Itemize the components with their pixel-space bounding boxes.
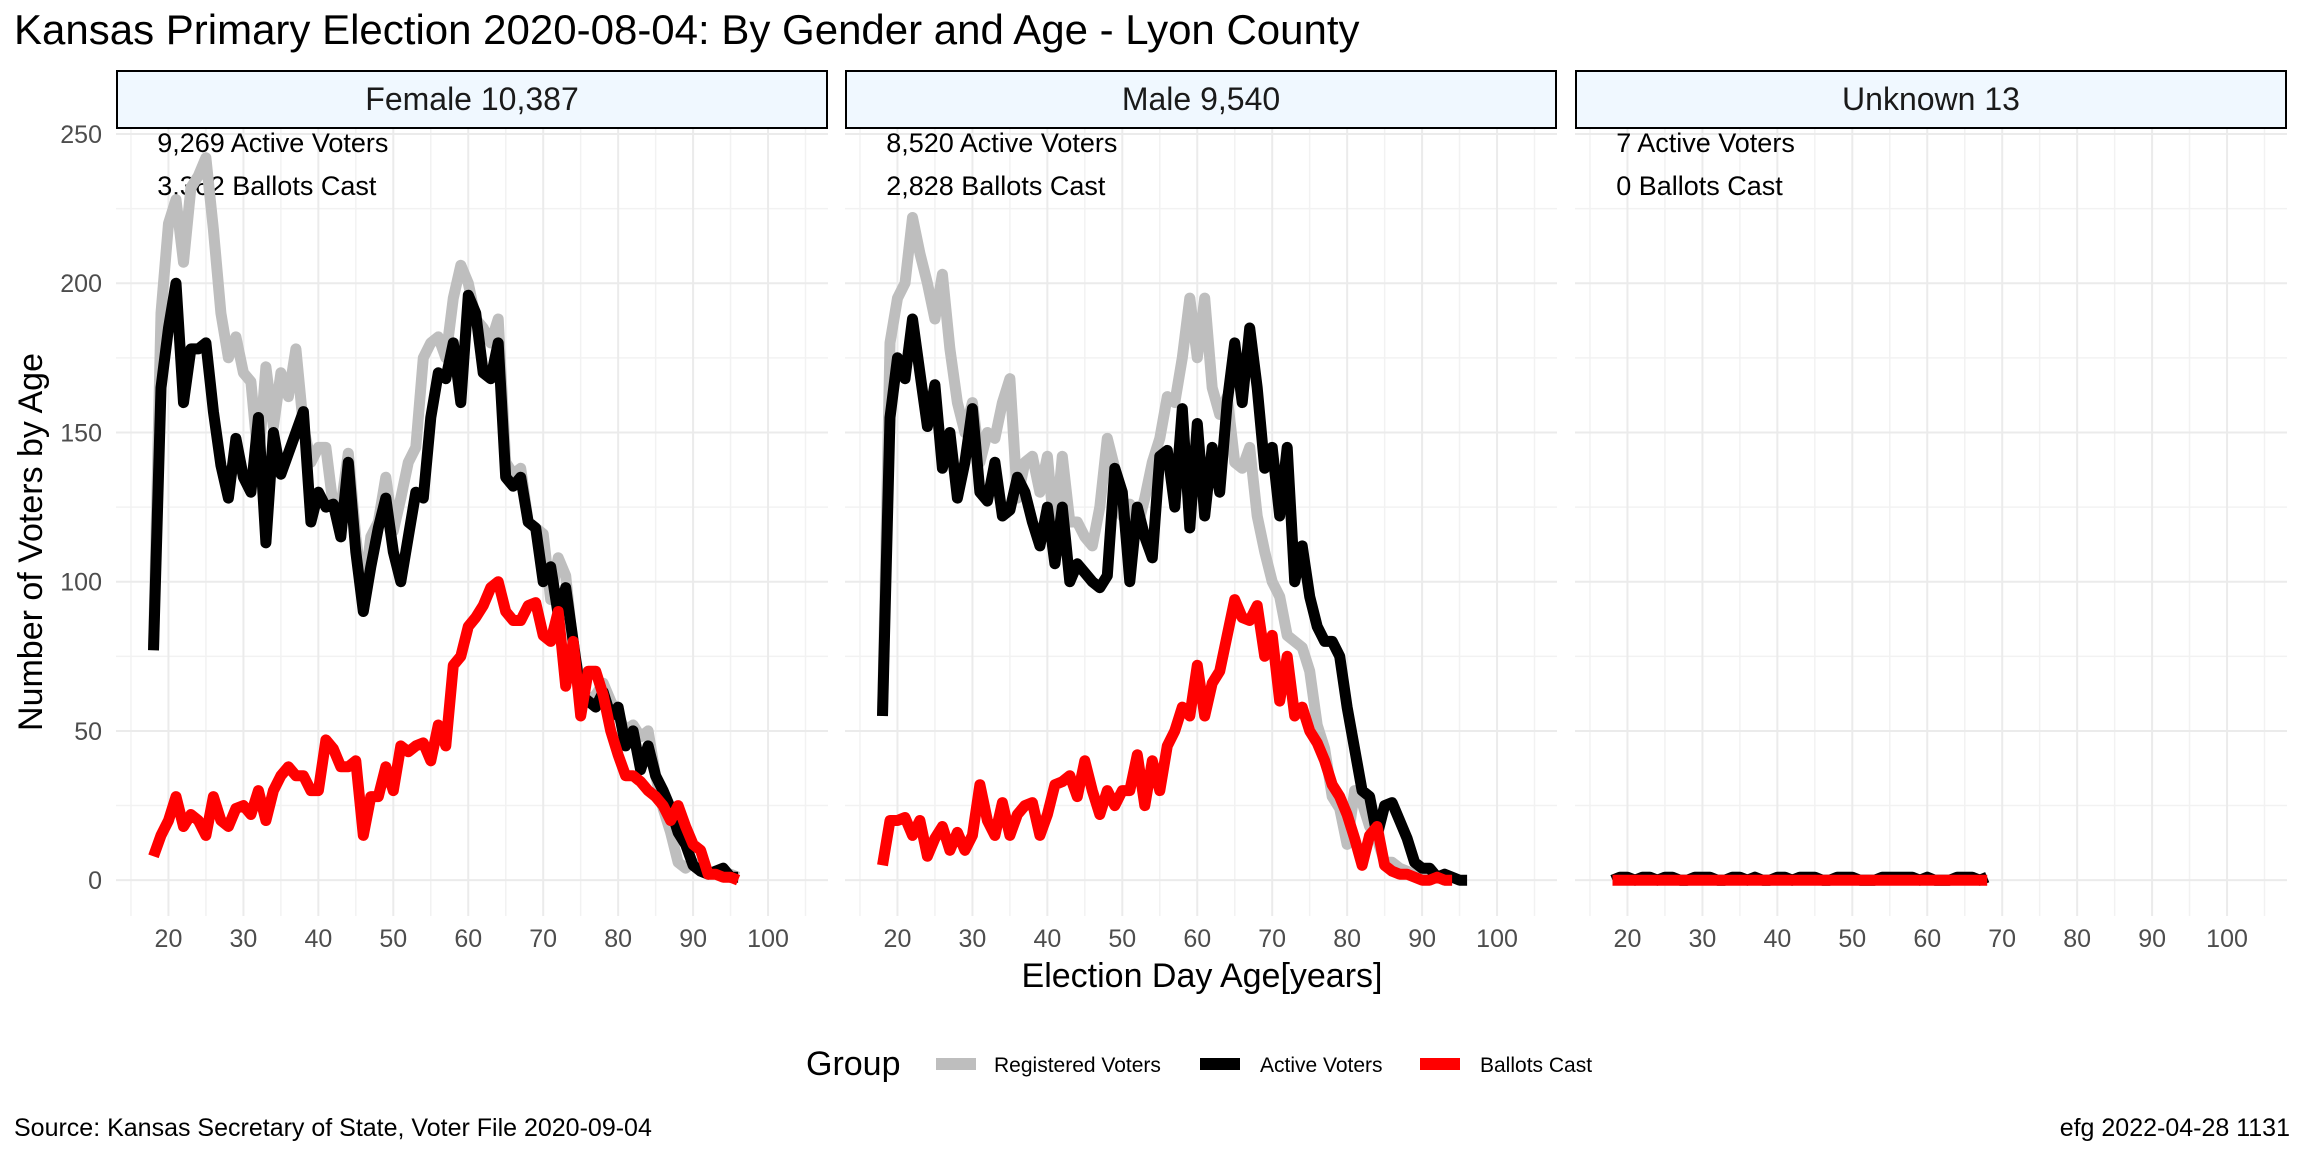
x-tick-label: 80	[604, 925, 632, 953]
x-tick-label: 90	[1408, 925, 1436, 953]
ballots-cast-line	[148, 576, 741, 886]
x-tick-label: 100	[1476, 925, 1518, 953]
x-tick-label: 60	[1183, 925, 1211, 953]
y-axis-label: Number of Voters by Age	[12, 353, 50, 731]
facet-strip	[845, 70, 1557, 129]
x-tick-label: 80	[2063, 925, 2091, 953]
x-tick-label: 20	[1614, 925, 1642, 953]
x-tick-label: 100	[747, 925, 789, 953]
x-tick-label: 80	[1333, 925, 1361, 953]
x-tick-label: 20	[884, 925, 912, 953]
timestamp-caption: efg 2022-04-28 1131	[2060, 1114, 2290, 1142]
facet-panel-3: 20 30 40 50 60 70 80 90 100 Unknown 13 7 Active Vo…	[1575, 70, 2287, 953]
facet-panel-1: 20 30 40 50 60 70 80 90 100 Female 10,387 9,269 Ac…	[116, 70, 828, 953]
x-tick-label: 30	[1689, 925, 1717, 953]
y-tick-label: 150	[60, 419, 102, 447]
legend-label-registered: Registered Voters	[994, 1054, 1161, 1077]
x-tick-label: 30	[959, 925, 987, 953]
active-voters-annotation: 9,269 Active Voters	[157, 128, 388, 158]
x-tick-label: 30	[230, 925, 258, 953]
legend-label-active: Active Voters	[1260, 1054, 1383, 1077]
registered-voters-line	[877, 212, 1453, 886]
x-tick-label: 40	[304, 925, 332, 953]
x-tick-label: 40	[1763, 925, 1791, 953]
active-voters-line	[148, 277, 739, 883]
source-caption: Source: Kansas Secretary of State, Voter…	[14, 1114, 652, 1142]
facet-strip-label: Female 10,387	[365, 81, 578, 117]
ballots-cast-line	[877, 594, 1453, 886]
facet-strip	[1575, 70, 2287, 129]
x-tick-label: 50	[1838, 925, 1866, 953]
x-tick-label: 90	[2138, 925, 2166, 953]
x-tick-label: 70	[1258, 925, 1286, 953]
x-tick-label: 70	[529, 925, 557, 953]
x-tick-label: 40	[1033, 925, 1061, 953]
active-voters-annotation: 7 Active Voters	[1616, 128, 1795, 158]
ballots-cast-annotation: 0 Ballots Cast	[1616, 171, 1783, 201]
x-tick-label: 60	[454, 925, 482, 953]
legend-label-ballots: Ballots Cast	[1480, 1054, 1592, 1077]
x-tick-label: 60	[1913, 925, 1941, 953]
x-tick-label: 50	[1108, 925, 1136, 953]
y-tick-label: 0	[88, 867, 102, 895]
y-tick-label: 100	[60, 569, 102, 597]
x-tick-label: 50	[379, 925, 407, 953]
legend: Group Registered Voters Active Voters Ba…	[806, 1045, 1592, 1083]
panels-layer: 0 50 100 150 200 250 20 30 40 50 60 70 80 90 100 Female…	[60, 70, 2287, 953]
facet-strip-label: Unknown 13	[1842, 81, 2020, 117]
facet-strip	[116, 70, 828, 129]
active-voters-line	[877, 313, 1468, 886]
legend-title: Group	[806, 1045, 901, 1083]
facet-strip-label: Male 9,540	[1122, 81, 1280, 117]
x-tick-label: 90	[679, 925, 707, 953]
x-tick-label: 70	[1988, 925, 2016, 953]
y-tick-label: 250	[60, 121, 102, 149]
y-tick-label: 200	[60, 270, 102, 298]
chart-title: Kansas Primary Election 2020-08-04: By G…	[14, 6, 1360, 53]
x-tick-label: 20	[155, 925, 183, 953]
active-voters-annotation: 8,520 Active Voters	[886, 128, 1117, 158]
y-tick-label: 50	[74, 718, 102, 746]
ballots-cast-annotation: 2,828 Ballots Cast	[886, 171, 1106, 201]
x-axis-label: Election Day Age[years]	[1022, 957, 1383, 995]
x-tick-label: 100	[2206, 925, 2248, 953]
